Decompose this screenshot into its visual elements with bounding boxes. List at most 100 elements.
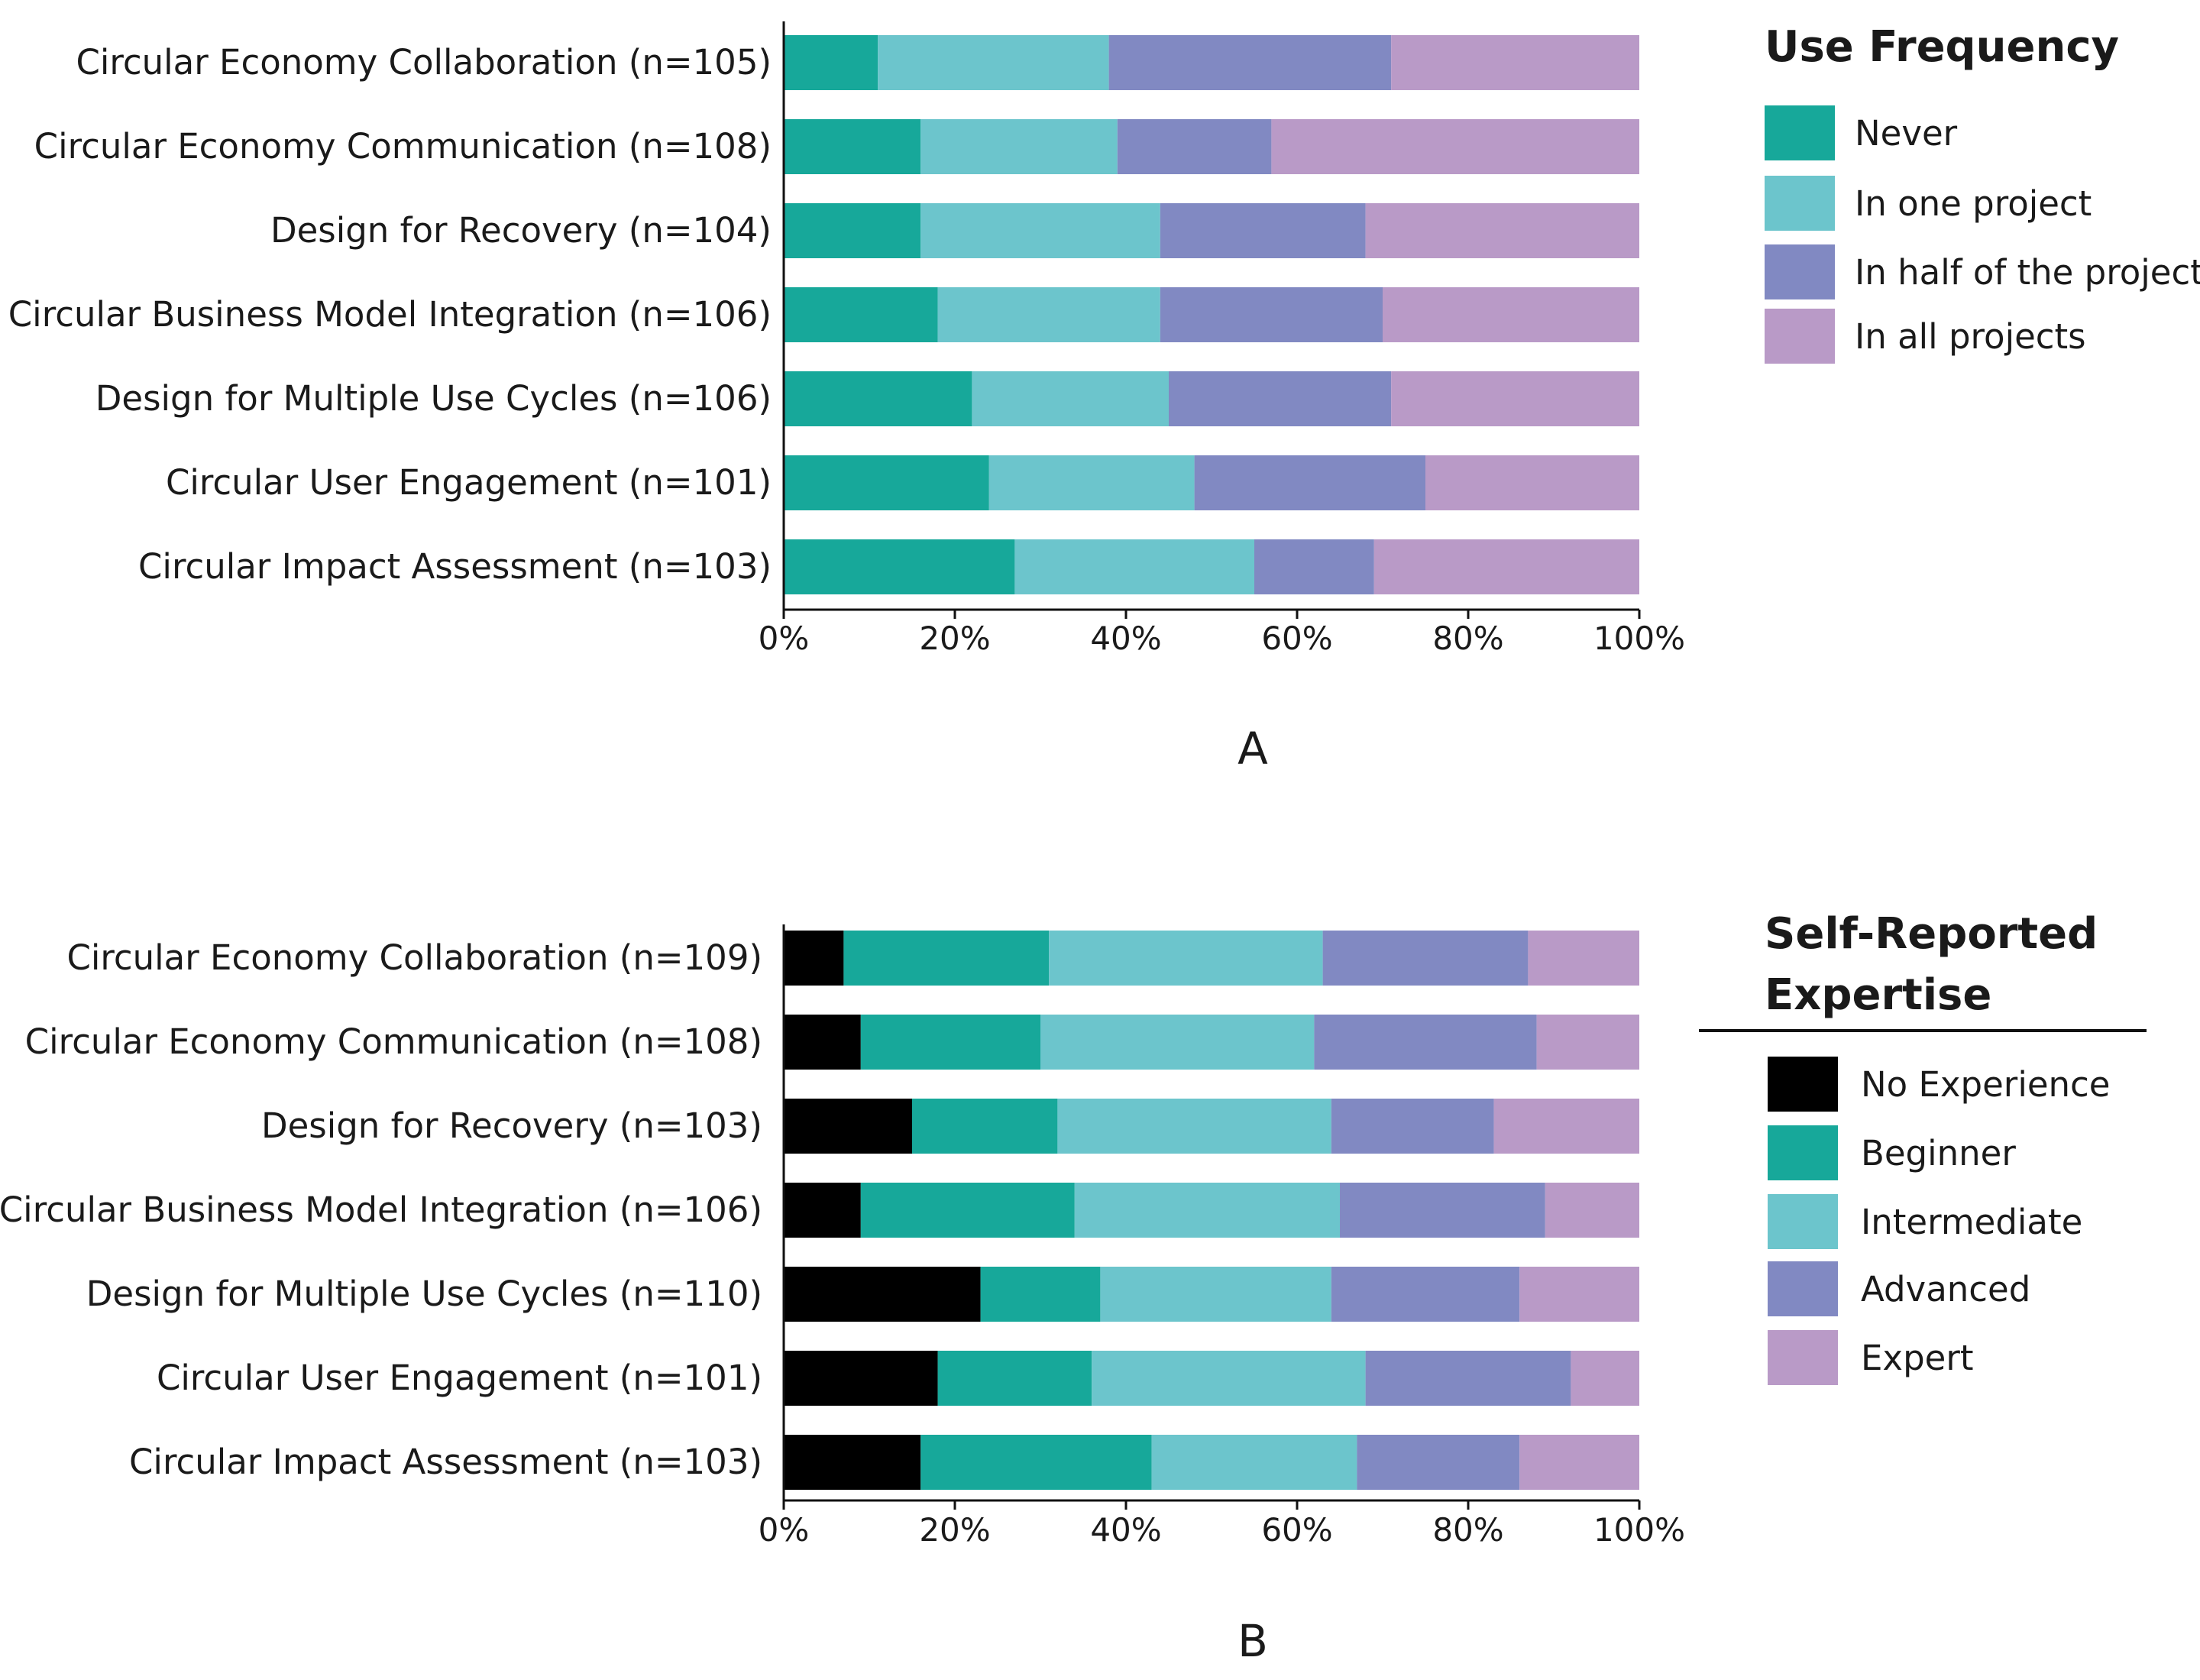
legend-swatch [1765,105,1835,160]
bar-segment-beginner [860,1015,1040,1070]
bar-segment-advanced [1331,1267,1520,1322]
bar-segment-advanced [1331,1099,1494,1154]
legend-title: Self-Reported [1765,909,2098,959]
bar-segment-never [784,371,972,426]
category-label: Circular Impact Assessment (n=103) [129,1442,762,1482]
bar-segment-no-experience [784,1267,981,1322]
bar-segment-in-half-of-the-projects [1108,35,1392,90]
x-tick-label: 100% [1593,1511,1685,1549]
x-tick-label: 100% [1593,620,1685,657]
bar-segment-never [784,455,989,510]
legend-item-label: In one project [1855,183,2092,224]
legend-item-label: Intermediate [1861,1202,2082,1242]
category-label: Design for Multiple Use Cycles (n=110) [86,1274,762,1314]
bar-segment-in-all-projects [1365,203,1639,258]
category-label: Circular Economy Communication (n=108) [25,1021,762,1062]
bar-segment-no-experience [784,1183,861,1238]
x-tick-label: 60% [1261,1511,1332,1549]
category-label: Circular Economy Communication (n=108) [34,126,772,167]
legend-swatch [1768,1330,1838,1385]
bar-segment-intermediate [1100,1267,1331,1322]
legend-swatch [1765,176,1835,231]
bar-segment-beginner [843,931,1050,986]
bar-segment-advanced [1322,931,1529,986]
category-label: Circular User Engagement (n=101) [166,462,772,503]
bar-segment-advanced [1314,1015,1537,1070]
bar-segment-in-all-projects [1373,539,1639,594]
bar-segment-in-all-projects [1425,455,1639,510]
category-label: Design for Multiple Use Cycles (n=106) [95,378,772,419]
chart-a-use-frequency: Circular Economy Collaboration (n=105) Ci… [8,21,2200,775]
category-label: Circular Economy Collaboration (n=105) [76,42,772,83]
panel-label: A [1238,723,1268,775]
legend-item-label: Advanced [1861,1269,2030,1309]
legend-item-label: Beginner [1861,1133,2016,1173]
bar-segment-in-half-of-the-projects [1160,203,1366,258]
x-tick-label: 0% [759,1511,810,1549]
bar-segment-no-experience [784,1435,921,1490]
x-tick-label: 80% [1432,620,1503,657]
category-label: Design for Recovery (n=103) [261,1105,762,1146]
x-tick-label: 40% [1090,620,1161,657]
bar-segment-intermediate [1040,1015,1315,1070]
bar-segment-intermediate [1151,1435,1357,1490]
bar-segment-advanced [1365,1351,1571,1406]
bar-segment-in-half-of-the-projects [1117,119,1272,174]
bar-segment-intermediate [1049,931,1323,986]
legend-swatch [1765,244,1835,299]
chart-b-self-reported-expertise: Circular Economy Collaboration (n=109) Ci… [0,909,2147,1667]
bar-segment-in-one-project [878,35,1109,90]
x-tick-label: 80% [1432,1511,1503,1549]
bar-segment-advanced [1357,1435,1520,1490]
bar-segment-in-one-project [920,119,1118,174]
bar-segment-in-all-projects [1391,35,1639,90]
category-label: Design for Recovery (n=104) [270,210,772,251]
legend-item-label: No Experience [1861,1064,2110,1105]
bar-segment-advanced [1340,1183,1545,1238]
legend-item-label: Never [1855,113,1958,154]
x-tick-label: 40% [1090,1511,1161,1549]
bar-segment-in-one-project [972,371,1169,426]
bar-segment-never [784,287,938,342]
legend-title: Expertise [1765,970,1991,1020]
legend-swatch [1768,1261,1838,1316]
bar-segment-in-half-of-the-projects [1169,371,1392,426]
x-tick-label: 20% [919,1511,990,1549]
legend-item-label: In all projects [1855,316,2086,357]
bar-segment-expert [1536,1015,1639,1070]
x-tick-label: 0% [759,620,810,657]
bar-segment-no-experience [784,1099,912,1154]
bar-segment-no-experience [784,931,844,986]
legend-item-label: In half of the projects [1855,252,2200,293]
legend-swatch [1768,1125,1838,1180]
bar-segment-in-one-project [937,287,1160,342]
bar-segment-intermediate [1057,1099,1331,1154]
bar-segment-in-half-of-the-projects [1254,539,1374,594]
category-label: Circular Business Model Integration (n=1… [0,1190,762,1230]
bar-segment-beginner [912,1099,1058,1154]
category-label: Circular User Engagement (n=101) [157,1358,762,1398]
bar-segment-in-all-projects [1391,371,1639,426]
legend-item-label: Expert [1861,1338,1973,1378]
legend-swatch [1768,1194,1838,1249]
bar-segment-in-all-projects [1271,119,1639,174]
x-tick-label: 20% [919,620,990,657]
bar-segment-in-half-of-the-projects [1160,287,1383,342]
bar-segment-intermediate [1074,1183,1340,1238]
legend-title: Use Frequency [1765,22,2119,72]
x-tick-label: 60% [1261,620,1332,657]
bar-segment-in-all-projects [1383,287,1639,342]
bar-segment-expert [1519,1267,1639,1322]
bar-segment-never [784,203,921,258]
bar-segment-beginner [860,1183,1075,1238]
legend-swatch [1765,309,1835,364]
bar-segment-expert [1571,1351,1639,1406]
bar-segment-in-half-of-the-projects [1194,455,1425,510]
category-label: Circular Economy Collaboration (n=109) [66,937,762,978]
bar-segment-in-one-project [988,455,1195,510]
bar-segment-expert [1519,1435,1639,1490]
bar-segment-expert [1545,1183,1639,1238]
bar-segment-beginner [920,1435,1152,1490]
legend-swatch [1768,1057,1838,1112]
